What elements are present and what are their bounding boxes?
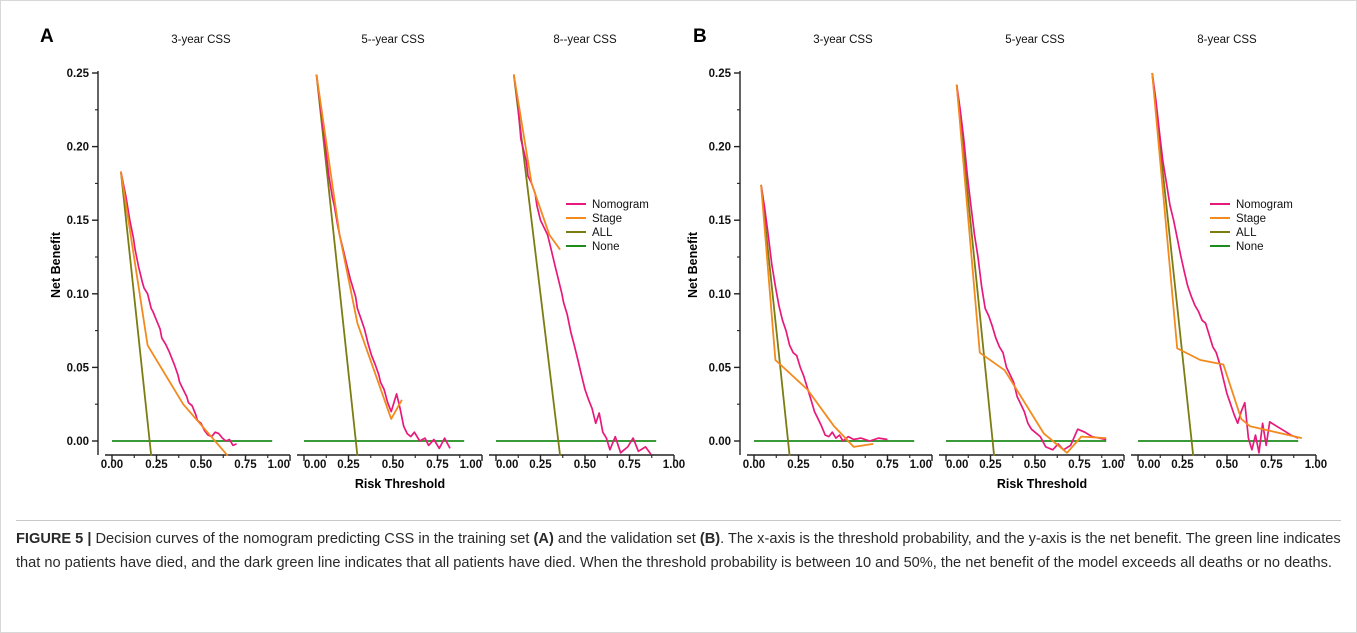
series-line-stage — [1151, 72, 1303, 439]
x-tick-label: 0.00 — [743, 459, 765, 471]
caption-ref-b: (B) — [699, 531, 721, 547]
subplot-1: 3-year CSS 0.00 0.25 0.50 0.75 1.00 — [101, 34, 291, 471]
x-tick-label: 1.00 — [1305, 459, 1327, 471]
x-tick-label: 0.75 — [1068, 459, 1091, 471]
x-tick-label: 0.75 — [876, 459, 899, 471]
caption-text-1: Decision curves of the nomogram predicti… — [91, 531, 534, 547]
legend-label-stage: Stage — [592, 213, 622, 225]
y-tick-label: 0.10 — [709, 289, 731, 301]
caption-ref-a: (A) — [533, 531, 554, 547]
y-tick-label: 0.15 — [67, 215, 90, 227]
series-line-all — [120, 171, 153, 456]
panel-label: B — [693, 26, 707, 47]
x-tick-label: 0.25 — [529, 459, 552, 471]
subplot-title: 8-year CSS — [1197, 34, 1257, 46]
legend-label-all: ALL — [592, 227, 613, 239]
legend: Nomogram Stage ALL None — [1210, 199, 1293, 253]
series-line-nomogram — [1151, 72, 1299, 454]
x-tick-label: 0.50 — [190, 459, 212, 471]
subplot-title: 3-year CSS — [813, 34, 873, 46]
x-axis-title: Risk Threshold — [355, 477, 445, 491]
y-tick-label: 0.05 — [67, 362, 90, 374]
panel-a: A 0.00 0.05 0.10 0.15 0.20 0.25 Net Benefit Risk… — [40, 26, 685, 491]
y-tick-label: 0.20 — [67, 142, 89, 154]
panel-label: A — [40, 26, 54, 47]
caption-text-2: and the validation set — [553, 531, 700, 547]
x-tick-label: 0.50 — [832, 459, 854, 471]
figure-caption: FIGURE 5 | Decision curves of the nomogr… — [16, 520, 1341, 575]
caption-text-3: . The x-axis is the threshold probabilit… — [16, 531, 1341, 571]
y-tick-label: 0.00 — [67, 436, 89, 448]
series-line-stage — [512, 74, 561, 251]
legend-label-all: ALL — [1236, 227, 1257, 239]
x-tick-label: 0.50 — [1024, 459, 1046, 471]
x-tick-label: 0.75 — [1260, 459, 1283, 471]
x-tick-label: 0.25 — [787, 459, 810, 471]
x-tick-label: 0.25 — [337, 459, 360, 471]
subplot-1: 3-year CSS 0.00 0.25 0.50 0.75 1.00 — [743, 34, 933, 471]
y-tick-label: 0.25 — [67, 68, 90, 80]
y-axis-title: Net Benefit — [686, 231, 700, 298]
series-line-nomogram — [760, 184, 888, 442]
decision-curves-chart: A 0.00 0.05 0.10 0.15 0.20 0.25 Net Benefit Risk… — [40, 26, 1327, 491]
series-line-all — [1151, 72, 1195, 456]
subplot-title: 5-year CSS — [1005, 34, 1065, 46]
x-tick-label: 1.00 — [268, 459, 290, 471]
x-tick-label: 0.50 — [1216, 459, 1238, 471]
x-tick-label: 0.75 — [618, 459, 641, 471]
legend-label-none: None — [592, 241, 620, 253]
series-line-nomogram — [955, 84, 1107, 451]
legend: Nomogram Stage ALL None — [566, 199, 649, 253]
subplot-3: 8-year CSS 0.00 0.25 0.50 0.75 1.00 — [1131, 34, 1327, 471]
y-axis-title: Net Benefit — [49, 231, 63, 298]
panel-b: B 0.00 0.05 0.10 0.15 0.20 0.25 Net Benefit Risk… — [686, 26, 1327, 491]
series-line-nomogram — [120, 171, 237, 447]
x-tick-label: 0.75 — [234, 459, 257, 471]
series-line-stage — [760, 184, 874, 448]
legend-label-nomogram: Nomogram — [592, 199, 649, 211]
subplot-2: 5-year CSS 0.00 0.25 0.50 0.75 1.00 — [939, 34, 1125, 471]
series-line-nomogram — [512, 74, 652, 455]
y-tick-label: 0.10 — [67, 289, 89, 301]
x-tick-label: 0.25 — [979, 459, 1002, 471]
x-tick-label: 0.25 — [145, 459, 168, 471]
x-tick-label: 1.00 — [460, 459, 482, 471]
x-axis-title: Risk Threshold — [997, 477, 1087, 491]
x-tick-label: 1.00 — [910, 459, 932, 471]
x-tick-label: 0.25 — [1171, 459, 1194, 471]
series-line-all — [760, 184, 791, 456]
subplot-title: 8--year CSS — [553, 34, 617, 46]
series-line-stage — [120, 171, 229, 457]
x-tick-label: 0.00 — [304, 459, 326, 471]
y-tick-label: 0.00 — [709, 436, 731, 448]
caption-label: FIGURE 5 | — [16, 531, 92, 547]
y-tick-label: 0.20 — [709, 142, 731, 154]
y-tick-label: 0.25 — [709, 68, 732, 80]
y-tick-label: 0.05 — [709, 362, 732, 374]
subplot-title: 3-year CSS — [171, 34, 231, 46]
legend-label-none: None — [1236, 241, 1264, 253]
x-tick-label: 0.50 — [574, 459, 596, 471]
x-tick-label: 1.00 — [1102, 459, 1124, 471]
x-tick-label: 0.75 — [426, 459, 449, 471]
x-tick-label: 0.00 — [101, 459, 123, 471]
series-line-all — [315, 74, 359, 456]
x-tick-label: 1.00 — [663, 459, 685, 471]
y-tick-label: 0.15 — [709, 215, 732, 227]
legend-label-nomogram: Nomogram — [1236, 199, 1293, 211]
series-line-stage — [315, 74, 403, 420]
subplot-3: 8--year CSS 0.00 0.25 0.50 0.75 1.00 — [489, 34, 685, 471]
x-tick-label: 0.00 — [946, 459, 968, 471]
subplot-title: 5--year CSS — [361, 34, 425, 46]
series-line-stage — [955, 84, 1107, 454]
legend-label-stage: Stage — [1236, 213, 1266, 225]
x-tick-label: 0.50 — [382, 459, 404, 471]
x-tick-label: 0.00 — [496, 459, 518, 471]
x-tick-label: 0.00 — [1138, 459, 1160, 471]
subplot-2: 5--year CSS 0.00 0.25 0.50 0.75 1.00 — [297, 34, 483, 471]
